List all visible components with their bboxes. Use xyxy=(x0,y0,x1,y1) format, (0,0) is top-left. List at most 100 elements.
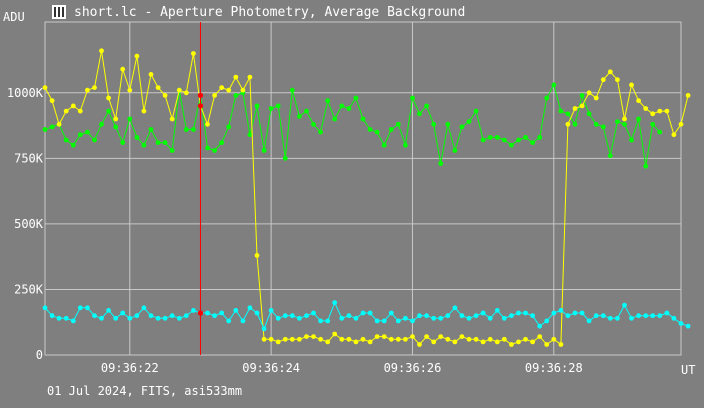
data-point xyxy=(523,135,528,140)
data-point xyxy=(607,153,613,159)
data-point xyxy=(275,339,281,345)
data-point xyxy=(289,87,295,93)
data-point xyxy=(579,103,585,109)
data-point xyxy=(297,336,302,342)
data-point xyxy=(99,121,104,127)
data-point xyxy=(304,334,309,339)
data-point xyxy=(487,135,493,140)
data-point xyxy=(494,308,500,313)
data-point xyxy=(565,121,571,127)
data-point xyxy=(141,305,147,311)
data-point xyxy=(282,313,288,319)
data-point xyxy=(410,318,415,324)
data-point xyxy=(516,310,521,316)
data-point xyxy=(650,313,656,319)
data-point xyxy=(360,336,366,342)
data-point xyxy=(261,336,267,342)
data-point xyxy=(537,334,543,339)
data-point xyxy=(537,323,543,329)
data-point xyxy=(509,313,514,319)
data-point xyxy=(226,124,232,130)
data-point xyxy=(63,137,69,143)
data-point xyxy=(191,51,196,56)
data-point xyxy=(127,315,133,321)
data-point xyxy=(459,313,465,319)
data-point xyxy=(113,124,119,130)
data-point xyxy=(176,315,182,321)
data-point xyxy=(445,336,451,342)
data-point xyxy=(49,98,55,104)
data-point xyxy=(63,108,69,114)
data-point xyxy=(473,313,479,319)
data-point xyxy=(205,310,210,316)
data-point xyxy=(558,308,564,313)
data-point xyxy=(607,315,613,321)
data-point xyxy=(212,313,218,319)
data-point xyxy=(586,90,592,96)
data-point xyxy=(367,339,373,345)
data-point xyxy=(318,336,323,342)
marker-point xyxy=(197,103,204,109)
data-point xyxy=(297,315,302,321)
series-line-2 xyxy=(44,301,689,331)
data-point xyxy=(466,119,472,124)
data-point xyxy=(77,132,83,138)
data-point xyxy=(516,339,521,345)
data-point xyxy=(615,119,620,124)
data-point xyxy=(141,142,147,148)
data-point xyxy=(289,313,295,319)
data-point xyxy=(466,315,472,321)
data-point xyxy=(162,315,168,321)
data-point xyxy=(99,48,104,54)
data-point xyxy=(155,85,161,90)
x-tick-label: 09:36:24 xyxy=(242,361,300,375)
data-point xyxy=(523,336,528,342)
data-point xyxy=(318,318,323,324)
data-point xyxy=(240,318,246,324)
data-point xyxy=(289,336,295,342)
data-point xyxy=(622,116,627,122)
data-point xyxy=(56,121,62,127)
data-point xyxy=(120,66,126,72)
data-point xyxy=(593,313,599,319)
data-point xyxy=(205,121,210,127)
data-point xyxy=(629,315,634,321)
x-axis-label: UT xyxy=(681,363,696,377)
data-point xyxy=(438,161,444,167)
data-point xyxy=(367,310,373,316)
footer-caption: 01 Jul 2024, FITS, asi533mm xyxy=(47,384,243,398)
data-point xyxy=(254,253,260,258)
data-point xyxy=(615,315,620,321)
data-point xyxy=(509,342,514,347)
data-point xyxy=(586,318,592,324)
data-point xyxy=(636,98,641,104)
data-point xyxy=(643,163,649,169)
data-point xyxy=(353,339,359,345)
data-point xyxy=(544,342,550,347)
data-point xyxy=(106,308,111,313)
data-point xyxy=(650,121,656,127)
y-tick-label: 500K xyxy=(14,217,44,231)
data-point xyxy=(183,127,189,132)
y-tick-label: 0 xyxy=(36,348,43,362)
data-point xyxy=(530,140,535,146)
data-point xyxy=(501,336,507,342)
data-point xyxy=(254,103,260,109)
x-tick-label: 09:36:28 xyxy=(525,361,583,375)
data-point xyxy=(92,313,97,319)
data-point xyxy=(346,336,352,342)
data-point xyxy=(233,93,239,98)
data-point xyxy=(183,313,189,319)
data-point xyxy=(530,339,535,345)
data-point xyxy=(403,336,408,342)
data-point xyxy=(410,334,415,339)
x-tick-label: 09:36:22 xyxy=(101,361,159,375)
data-point xyxy=(431,315,437,321)
data-point xyxy=(501,137,507,143)
data-point xyxy=(42,305,48,311)
data-point xyxy=(685,323,691,329)
data-point xyxy=(501,315,507,321)
data-point xyxy=(346,106,352,111)
